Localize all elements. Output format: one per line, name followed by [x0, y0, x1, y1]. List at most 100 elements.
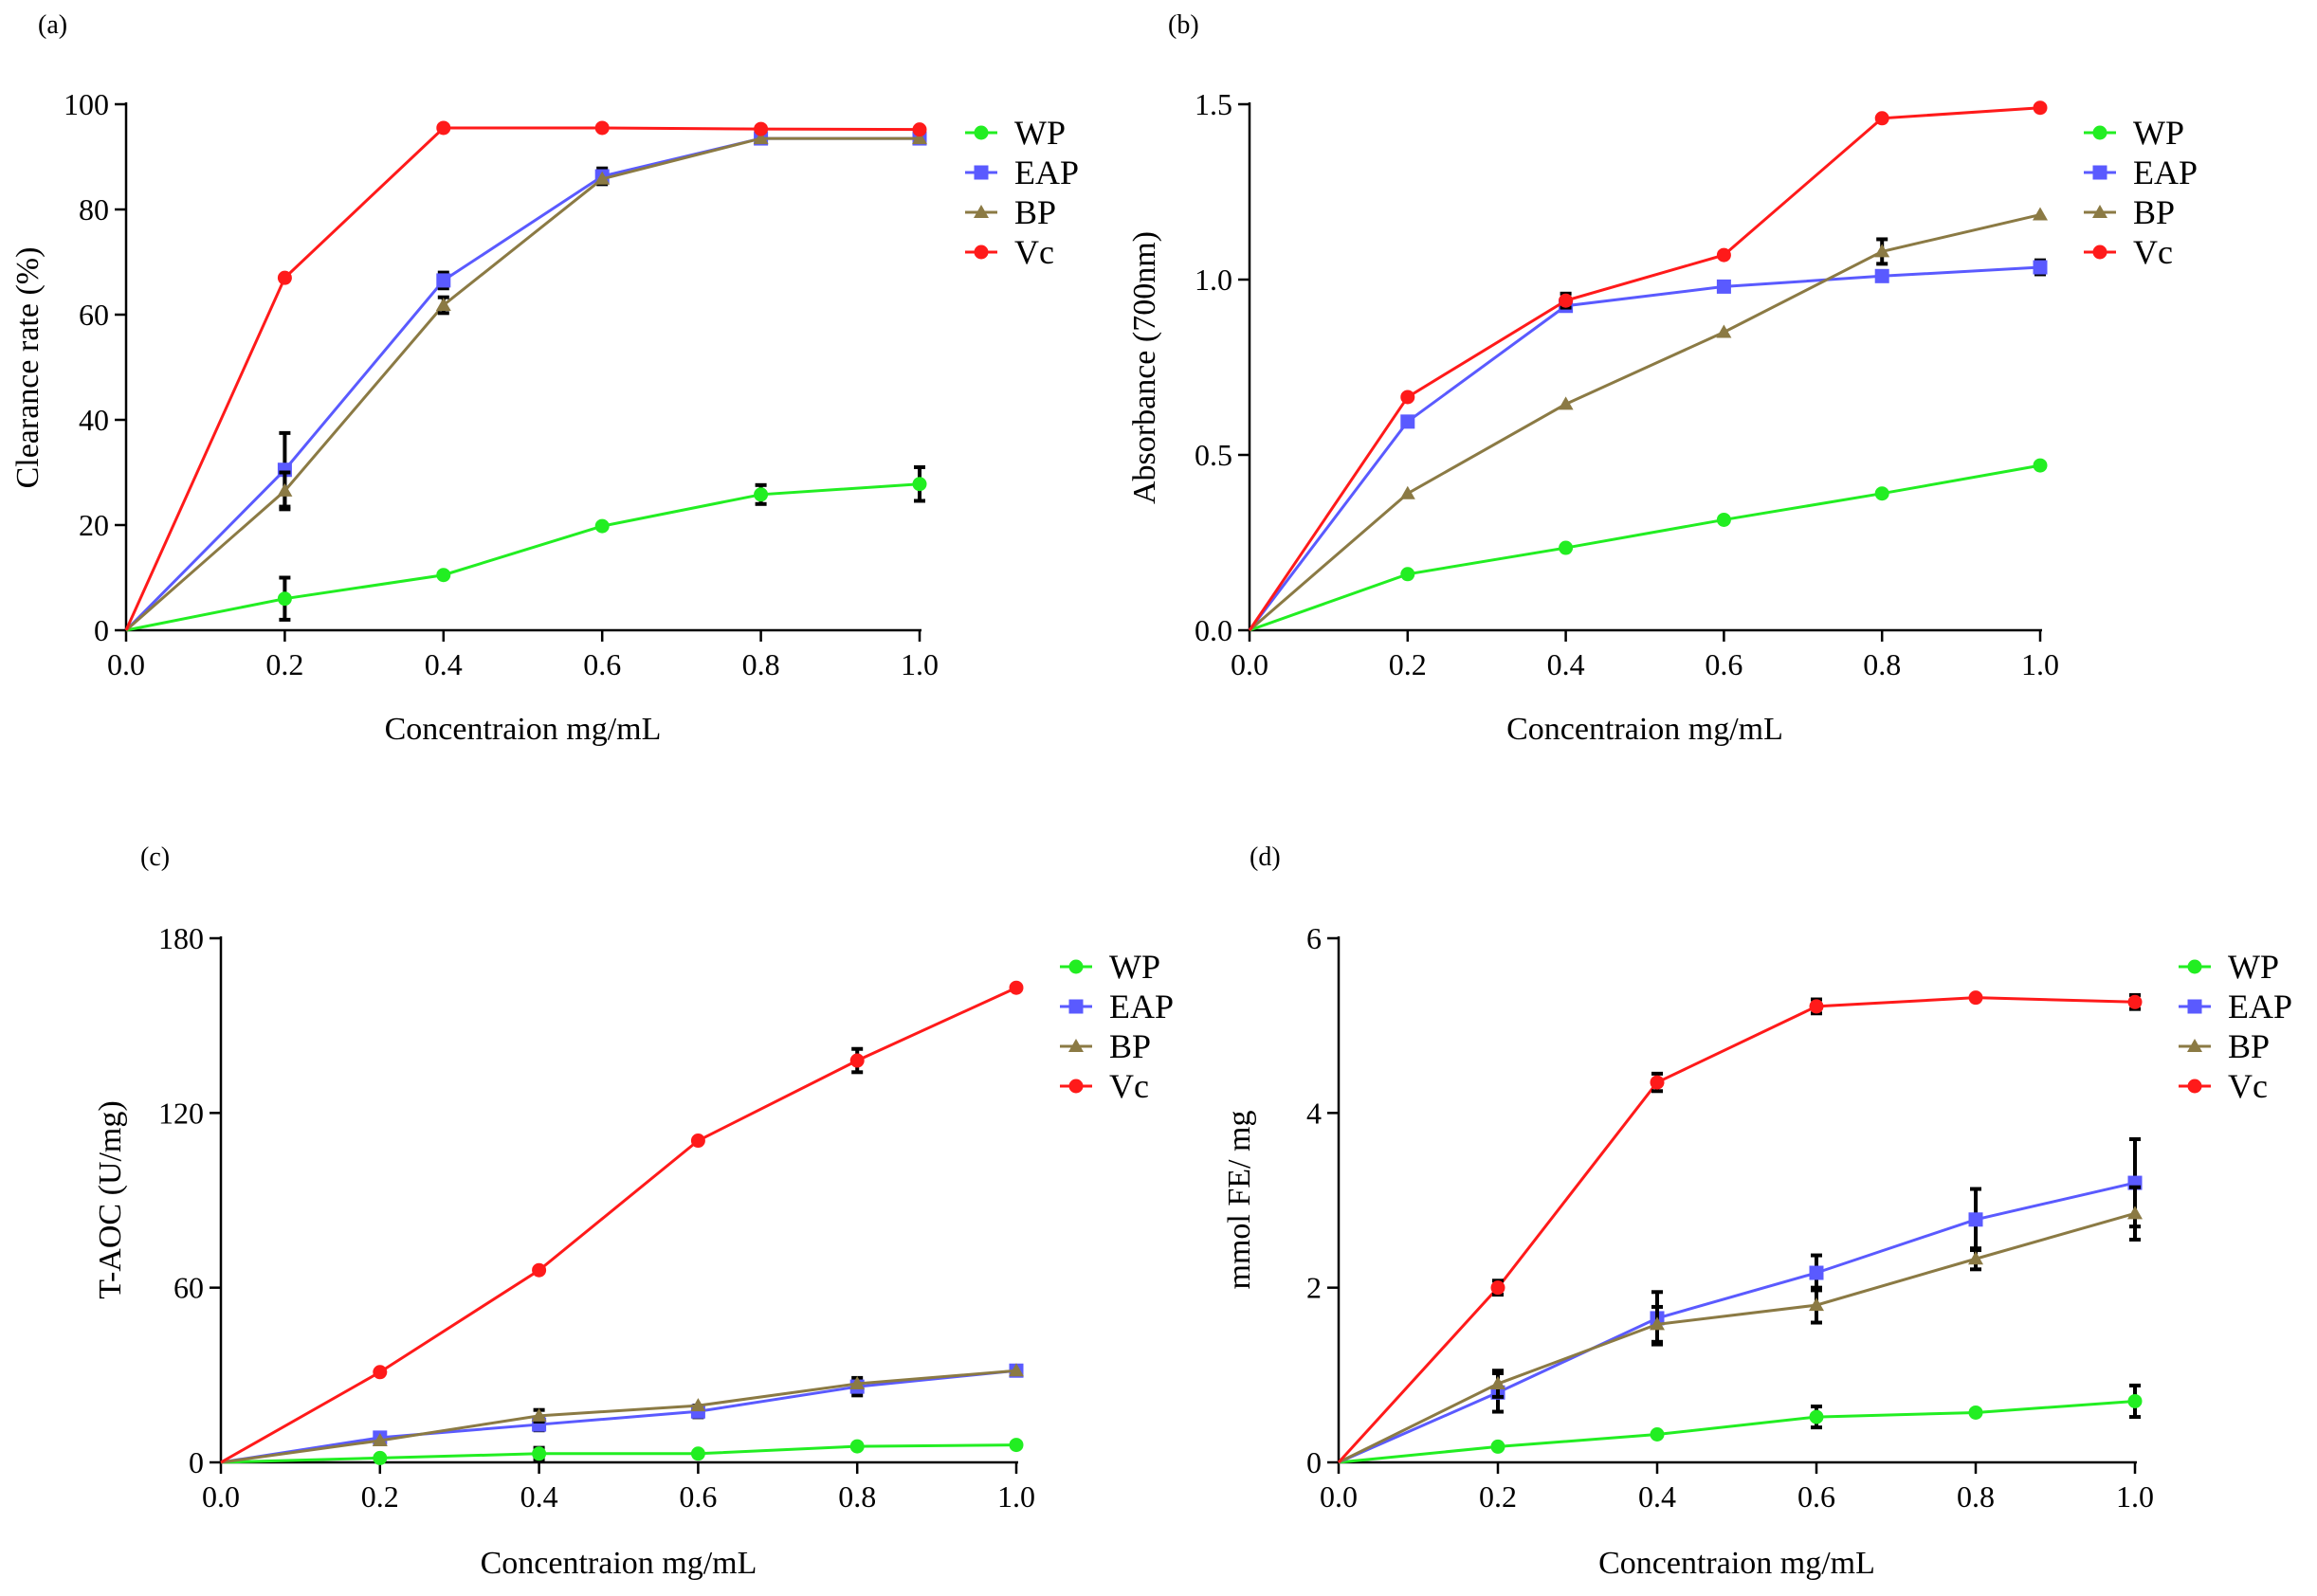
legend-swatch-marker	[2092, 205, 2107, 218]
legend-swatch-marker	[1068, 959, 1084, 974]
legend-label: Vc	[2228, 1067, 2268, 1105]
legend-item-vc: Vc	[965, 233, 1054, 271]
y-tick-label: 60	[79, 298, 109, 332]
y-tick-label: 2	[1306, 1271, 1322, 1305]
y-tick-label: 40	[79, 403, 109, 437]
legend-item-eap: EAP	[2179, 988, 2292, 1025]
series-line-vc	[1248, 106, 2041, 631]
x-axis-label: Concentraion mg/mL	[481, 1546, 757, 1581]
x-tick-label: 0.2	[1479, 1479, 1517, 1514]
x-tick-label: 0.2	[361, 1479, 399, 1514]
series-line-bp	[220, 1369, 1017, 1464]
data-point-wp	[1490, 1439, 1505, 1454]
legend-item-wp: WP	[1060, 948, 1160, 986]
legend-label: Vc	[2133, 233, 2173, 271]
data-point-bp	[1968, 1251, 1983, 1265]
data-point-wp	[1559, 540, 1574, 555]
data-point-wp	[1009, 1438, 1024, 1453]
y-tick-label: 1.5	[1195, 87, 1232, 121]
data-point-vc	[754, 121, 769, 136]
series-line-wp	[1338, 1399, 2136, 1464]
series-bp	[125, 131, 927, 632]
legend-swatch-marker	[974, 205, 989, 218]
x-tick-label: 0.4	[520, 1479, 558, 1514]
series-line-wp	[1249, 463, 2041, 632]
x-axis-label: Concentraion mg/mL	[1506, 712, 1783, 747]
chart-panel-3: (c) 0 60 120 180 0.0 0.2 0.4 0.6 0.8 1.0 Concentrai…	[93, 843, 1174, 1581]
legend-label: BP	[1109, 1027, 1151, 1065]
series-vc	[1337, 990, 2143, 1464]
series-wp	[1249, 458, 2048, 632]
y-tick-label: 0	[189, 1445, 204, 1479]
series-line-eap	[124, 136, 920, 632]
legend-item-bp: BP	[2084, 193, 2175, 231]
series-line-wp	[125, 482, 921, 632]
legend-label: WP	[1014, 114, 1066, 152]
data-point-bp	[1558, 396, 1574, 410]
x-tick-label: 0.8	[838, 1479, 876, 1514]
series-bp	[1338, 1185, 2143, 1464]
legend-item-vc: Vc	[2179, 1067, 2268, 1105]
series-wp	[125, 464, 927, 632]
data-point-vc	[912, 122, 927, 137]
x-tick-label: 0.0	[202, 1479, 240, 1514]
data-point-vc	[1650, 1075, 1665, 1090]
series-eap	[220, 1363, 1024, 1464]
x-axis-label: Concentraion mg/mL	[1598, 1546, 1875, 1581]
chart-panel-2: (b) 0.0 0.5 1.0 1.5 0.0 0.2 0.4 0.6 0.8 1.0 Concent…	[1127, 10, 2198, 747]
data-point-vc	[1559, 293, 1574, 308]
data-point-vc	[532, 1262, 547, 1278]
data-point-wp	[1874, 486, 1889, 501]
legend-swatch-marker	[1068, 1039, 1084, 1052]
x-tick-label: 0.6	[1705, 647, 1742, 681]
series-vc	[220, 980, 1024, 1464]
x-tick-label: 1.0	[2116, 1479, 2154, 1514]
data-point-vc	[849, 1053, 865, 1068]
legend-swatch-marker	[2092, 125, 2107, 140]
data-point-vc	[1968, 990, 1983, 1006]
legend-label: EAP	[1109, 988, 1174, 1025]
legend-swatch-marker	[2187, 1079, 2202, 1094]
legend-label: EAP	[1014, 154, 1079, 191]
legend-item-eap: EAP	[2084, 154, 2198, 191]
data-point-wp	[373, 1450, 388, 1465]
legend-item-wp: WP	[2084, 114, 2184, 152]
y-tick-label: 0.0	[1195, 613, 1232, 647]
data-point-bp	[2033, 207, 2048, 221]
data-point-wp	[754, 487, 769, 502]
x-tick-label: 0.0	[107, 647, 145, 681]
data-point-vc	[690, 1134, 705, 1149]
series-vc	[124, 120, 927, 631]
legend-swatch-marker	[974, 165, 989, 180]
data-point-wp	[277, 591, 292, 607]
panel-label: (d)	[1250, 843, 1281, 872]
panel-label: (a)	[38, 10, 67, 40]
data-point-vc	[436, 120, 451, 136]
y-axis-label: Absorbance (700nm)	[1127, 231, 1162, 504]
data-point-wp	[1809, 1409, 1824, 1424]
y-axis-label: T-AOC (U/mg)	[93, 1100, 128, 1298]
data-point-vc	[373, 1365, 388, 1380]
data-point-vc	[2033, 100, 2048, 116]
series-eap	[1338, 1136, 2143, 1464]
data-point-vc	[2127, 994, 2143, 1009]
x-tick-label: 0.0	[1231, 647, 1268, 681]
legend-swatch-marker	[1068, 1079, 1084, 1094]
x-tick-label: 0.8	[742, 647, 780, 681]
data-point-bp	[1716, 324, 1732, 338]
data-point-vc	[1009, 980, 1024, 995]
data-point-bp	[912, 131, 927, 145]
legend-item-bp: BP	[965, 193, 1056, 231]
x-tick-label: 0.6	[1797, 1479, 1835, 1514]
series-eap	[124, 131, 927, 632]
legend-swatch-marker	[2187, 1039, 2202, 1052]
legend-label: EAP	[2228, 988, 2292, 1025]
data-point-bp	[435, 298, 451, 312]
data-point-wp	[2033, 458, 2048, 473]
legend-label: EAP	[2133, 154, 2198, 191]
series-line-bp	[1249, 213, 2041, 632]
